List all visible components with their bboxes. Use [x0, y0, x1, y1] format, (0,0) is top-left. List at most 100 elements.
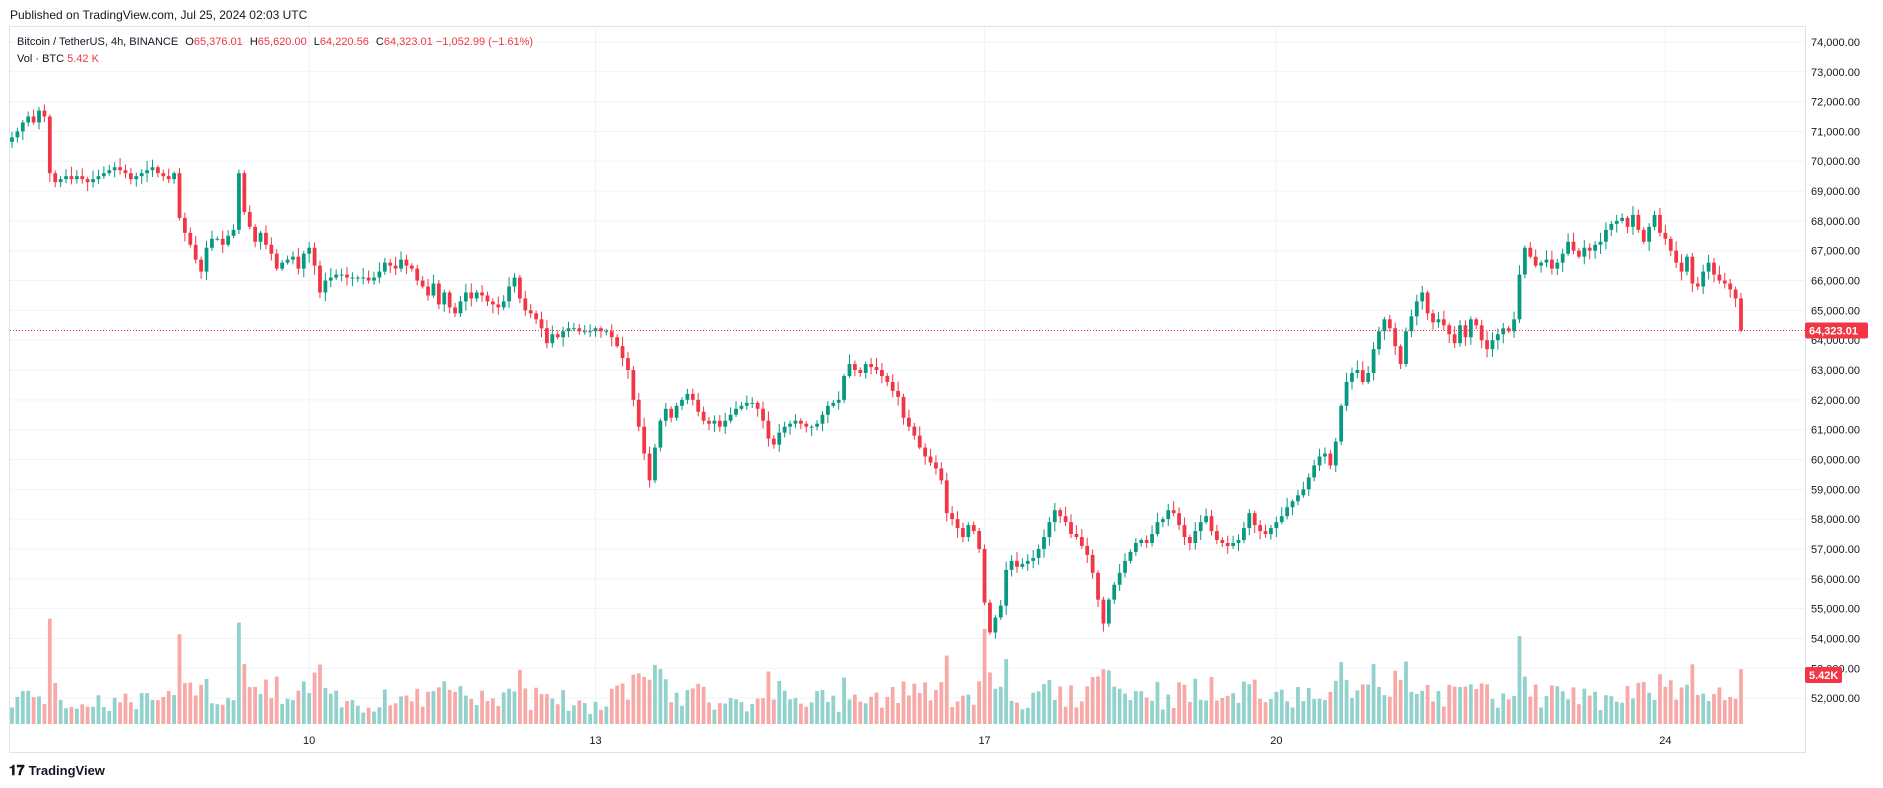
volume-bar	[469, 698, 474, 724]
low-value: 64,220.56	[319, 36, 369, 48]
volume-bar	[1636, 682, 1641, 724]
candle-body	[809, 426, 814, 428]
candle-body	[836, 399, 841, 403]
candle-body	[1652, 214, 1657, 227]
candle-body	[1490, 340, 1495, 350]
volume-bar	[91, 706, 95, 724]
candle-body	[620, 346, 625, 359]
volume-bar	[950, 707, 955, 724]
candle-body	[1371, 349, 1376, 373]
candle-body	[1133, 543, 1138, 552]
candle-body	[647, 453, 652, 481]
volume-bar	[961, 695, 965, 724]
candle-body	[1339, 405, 1344, 442]
volume-bar	[231, 700, 236, 724]
x-tick-label: 10	[303, 735, 315, 747]
volume-bar	[890, 687, 895, 724]
volume-bar	[572, 705, 576, 724]
volume-bar	[1258, 698, 1263, 724]
candle-body	[696, 399, 701, 412]
candle-body	[469, 292, 474, 299]
candle-body	[1641, 229, 1646, 242]
candle-body	[1112, 584, 1117, 600]
candle-body	[852, 364, 857, 371]
volume-bar	[296, 690, 301, 724]
volume-bar	[274, 676, 279, 724]
y-tick-label: 54,000.00	[1811, 633, 1860, 645]
candle-body	[1387, 319, 1392, 329]
volume-bar	[1479, 683, 1484, 724]
candle-body	[64, 176, 68, 180]
candle-body	[1106, 599, 1111, 624]
candle-body	[47, 116, 52, 174]
volume-bar	[566, 710, 571, 724]
candle-body	[393, 265, 398, 269]
candle-body	[1215, 531, 1219, 541]
candle-body	[701, 411, 706, 421]
volume-bar	[291, 700, 295, 724]
candle-body	[761, 408, 765, 421]
y-tick-label: 60,000.00	[1811, 454, 1860, 466]
candle-body	[1420, 292, 1425, 302]
candle-body	[604, 331, 609, 333]
candle-body	[1231, 543, 1235, 546]
candle-body	[339, 274, 344, 276]
volume-bar	[1609, 696, 1614, 724]
y-tick-label: 73,000.00	[1811, 67, 1860, 79]
volume-bar	[599, 709, 603, 724]
volume-bar	[1106, 670, 1111, 724]
candle-body	[1258, 525, 1263, 532]
volume-bar	[1236, 702, 1241, 724]
volume-bar	[1685, 684, 1689, 724]
volume-bar	[355, 705, 360, 724]
candle-body	[1566, 241, 1570, 254]
candle-body	[264, 232, 268, 245]
volume-bar	[1398, 680, 1403, 724]
candle-body	[1306, 477, 1311, 490]
candle-body	[496, 304, 501, 308]
candle-body	[431, 283, 436, 296]
volume-bar	[1371, 663, 1376, 724]
volume-bar	[382, 689, 387, 724]
candle-body	[237, 173, 241, 230]
volume-bar	[10, 707, 14, 724]
volume-bar	[1463, 686, 1468, 724]
volume-bar	[1366, 684, 1371, 724]
candle-body	[1722, 280, 1727, 284]
tradingview-logo[interactable]: 𝟏𝟕 TradingView	[9, 762, 105, 779]
candle-body	[1355, 370, 1360, 373]
candle-body	[804, 423, 809, 427]
volume-bar	[1544, 696, 1549, 724]
volume-bar	[1490, 698, 1495, 724]
volume-bar	[955, 701, 960, 724]
volume-bar	[582, 703, 587, 724]
candle-body	[1479, 325, 1484, 341]
volume-bar	[1436, 691, 1441, 724]
candle-body	[1658, 214, 1662, 233]
volume-bar	[1101, 669, 1106, 724]
volume-bar	[1252, 679, 1257, 724]
volume-bar	[177, 634, 182, 724]
volume-bar	[777, 680, 782, 724]
candle-body	[463, 292, 468, 302]
volume-bar	[193, 695, 198, 724]
candle-body	[1279, 516, 1284, 523]
candle-body	[318, 265, 322, 293]
volume-bar	[852, 694, 857, 724]
candle-body	[91, 179, 95, 183]
volume-bar	[1350, 697, 1354, 724]
candle-body	[555, 334, 560, 338]
candle-body	[1625, 217, 1630, 227]
volume-bar	[242, 663, 247, 724]
candle-body	[1139, 540, 1144, 543]
volume-bar	[723, 703, 728, 724]
volume-bar	[744, 711, 749, 724]
volume-bar	[1522, 676, 1527, 724]
volume-bar	[1306, 688, 1311, 724]
candle-body	[1452, 334, 1457, 344]
candle-body	[285, 259, 290, 263]
volume-bar	[1128, 700, 1133, 724]
candle-body	[1160, 519, 1165, 523]
volume-label: Vol · BTC	[17, 53, 65, 65]
